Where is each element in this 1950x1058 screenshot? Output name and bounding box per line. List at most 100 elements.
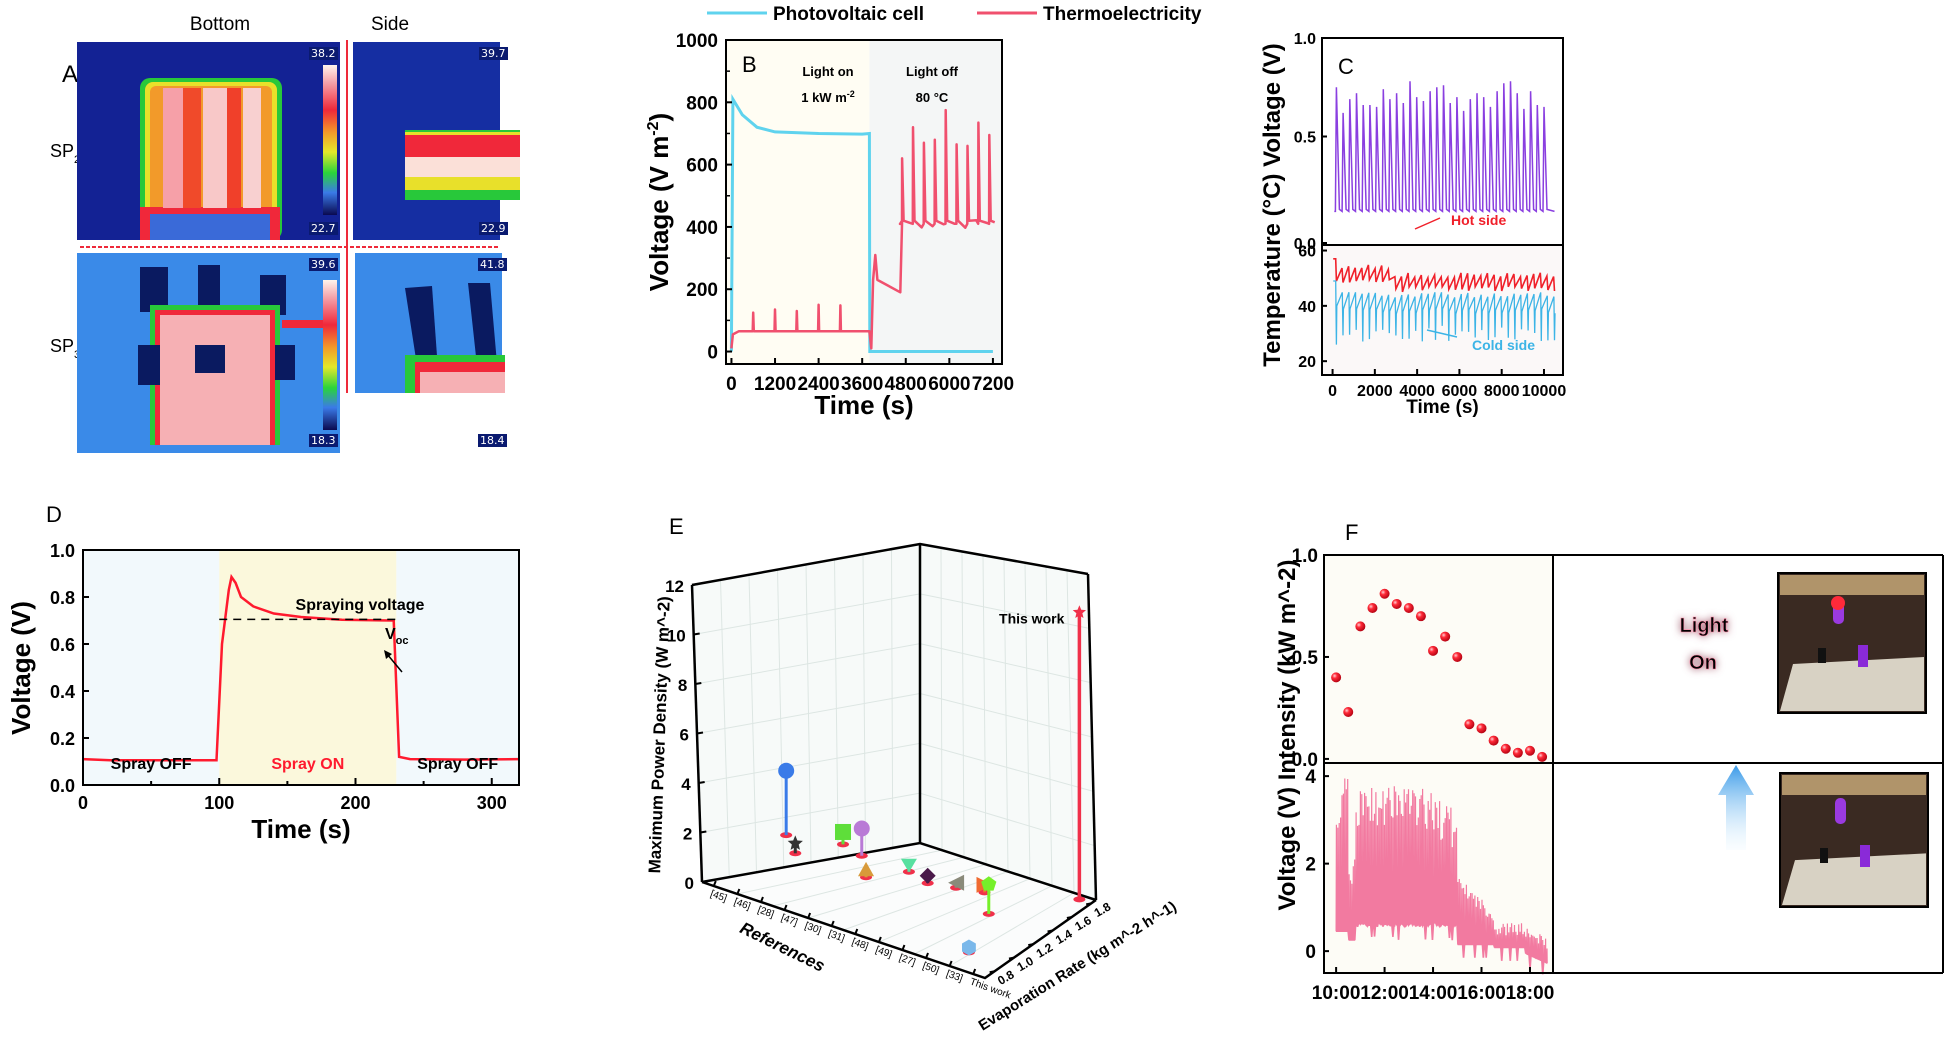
led-glow: [1831, 596, 1845, 610]
colorbar-min-sp2-side: 22.9: [479, 222, 508, 235]
x-category-label: [27]: [897, 952, 917, 968]
region-label-2: Spray OFF: [417, 756, 498, 773]
colorbar-min-sp2-bottom: 22.7: [309, 222, 338, 235]
y-tick-label-bottom: 2: [1305, 855, 1316, 876]
data-point: [948, 874, 965, 891]
thermal-image-sp2-bottom: [77, 42, 340, 240]
gridline: [748, 574, 757, 873]
y-tick: [1047, 929, 1053, 933]
y-tick-label-bottom: 60: [1298, 244, 1316, 261]
x-tick-label: 7200: [972, 374, 1014, 395]
y-tick-label: 0.8: [50, 588, 75, 608]
y-tick-label-top: 0.5: [1292, 648, 1319, 669]
frame-floor-front: [701, 880, 1097, 980]
intensity-point: [1476, 723, 1487, 734]
intensity-point: [1415, 611, 1426, 622]
y-tick-label-bottom: 20: [1298, 354, 1316, 371]
data-point: This work: [999, 605, 1087, 903]
x-tick-label: 2000: [1357, 383, 1393, 400]
annotation-spraying-voltage: Spraying voltage: [296, 597, 425, 614]
colorbar-min-sp3-side: 18.4: [478, 434, 507, 447]
x-axis-label: Time (s): [1406, 397, 1479, 418]
z-tick: [693, 632, 700, 636]
x-tick-label: 1200: [754, 374, 796, 395]
series-line-voltage: [1335, 778, 1548, 975]
column-label-side: Side: [371, 14, 409, 35]
panel-c: C Hot side Cold side 0.0 0.5 1.0 20 40 60 0 2000 40…: [1259, 31, 1566, 418]
thermal-image-sp3-side: [355, 253, 505, 393]
gridline: [834, 559, 839, 858]
marker-triangle: [858, 861, 875, 877]
x-category-label: [30]: [803, 920, 823, 936]
x-tick-label: 0: [1328, 383, 1337, 400]
z-tick: [691, 583, 699, 586]
x-tick-label: 3600: [841, 374, 883, 395]
row-label-sp2: SP2: [50, 141, 80, 166]
plot-frame: [1321, 37, 1564, 376]
y-tick-label-bottom: 0: [1305, 942, 1316, 963]
legend-label-photovoltaic: Photovoltaic cell: [773, 4, 924, 25]
colorbar-min-sp3-bottom: 18.3: [309, 434, 338, 447]
data-point: [778, 762, 795, 839]
panel-letter-f: F: [1345, 520, 1358, 545]
x-tick-label: 10:00: [1312, 983, 1361, 1004]
annotation-light: Light: [1680, 615, 1729, 637]
intensity-point: [1524, 745, 1535, 756]
panel-letter-d: D: [46, 502, 62, 527]
y-tick-label: 400: [686, 218, 718, 239]
x-tick-label: 10000: [1522, 383, 1567, 400]
gridline: [940, 547, 943, 851]
marker-triangle-left: [948, 874, 965, 891]
x-tick-label: 18:00: [1506, 983, 1555, 1004]
inset-surface: [1780, 657, 1924, 711]
panel-f: F Light On 0.0 0.5 1.0 0 2 4 10:00 12:00 14:00 16:00…: [1274, 520, 1944, 1004]
data-point: [835, 823, 852, 848]
x-tick: [736, 888, 741, 895]
x-tick: [948, 960, 953, 967]
x-tick-label: 14:00: [1409, 983, 1458, 1004]
inset-photo-led-unlit: [1779, 772, 1929, 908]
region-label-temperature: 80 °C: [916, 90, 949, 105]
colorbar-max-sp2-bottom: 38.2: [309, 47, 338, 60]
y-tick-label: 1.0: [50, 541, 75, 561]
gridline: [807, 863, 987, 919]
component-dark: [1818, 648, 1826, 663]
shaded-region-2: [396, 550, 519, 785]
y-tick-label: 0.8: [995, 967, 1017, 988]
intensity-point: [1452, 651, 1463, 662]
intensity-point: [1403, 603, 1414, 614]
x-tick: [972, 968, 977, 975]
hot-side-arrow: [1414, 217, 1441, 230]
marker-star: [787, 835, 803, 850]
intensity-point: [1428, 645, 1439, 656]
x-tick: [854, 928, 859, 935]
inset-background-top: [1782, 775, 1926, 795]
gridline: [982, 555, 987, 865]
x-category-label: [49]: [874, 944, 894, 960]
region-label-light-on: Light on: [802, 64, 853, 79]
x-tick: [783, 904, 788, 911]
thermal-image-sp2-side: [353, 42, 520, 240]
annotation-on: On: [1689, 652, 1717, 674]
x-tick: [877, 936, 882, 943]
intensity-point: [1500, 743, 1511, 754]
y-tick-label: 1.6: [1072, 913, 1094, 934]
region-label-1: Spray ON: [271, 756, 344, 773]
gridline: [772, 856, 965, 907]
y-tick-label: 600: [686, 156, 718, 177]
panel-a: A Bottom Side SP2 SP3: [50, 14, 520, 453]
x-tick: [830, 920, 835, 927]
marker-square: [835, 823, 852, 840]
y-tick: [1085, 902, 1092, 906]
x-tick-label: 0: [726, 374, 737, 395]
z-tick: [695, 682, 702, 685]
x-tick: [901, 944, 906, 951]
voc-arrowhead: [384, 650, 392, 659]
intensity-point: [1488, 735, 1499, 746]
inset-background-top: [1780, 575, 1924, 595]
data-label-this-work: This work: [999, 610, 1065, 626]
gridline: [878, 878, 1031, 943]
z-tick-label: 4: [681, 775, 691, 794]
y-tick-label: 1.8: [1092, 899, 1114, 920]
